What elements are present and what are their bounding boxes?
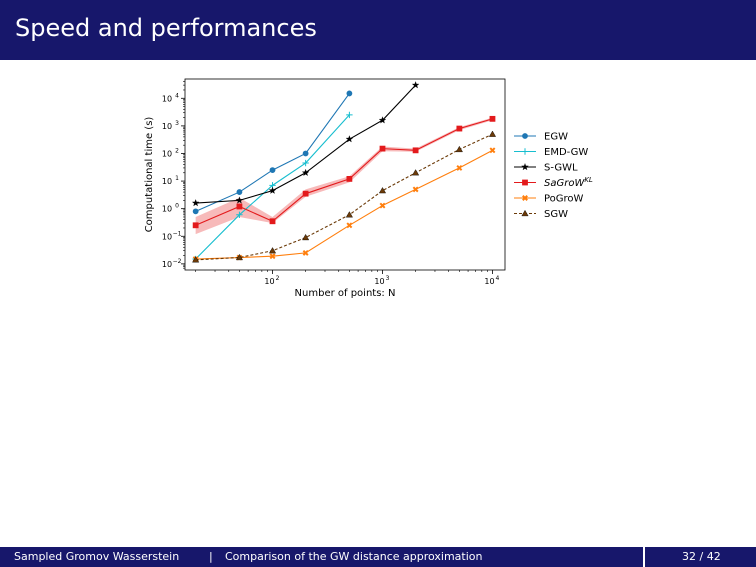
y-tick-label: 10 xyxy=(162,260,172,269)
data-point-sagrow xyxy=(489,115,496,122)
footer-presentation-title: Sampled Gromov Wasserstein xyxy=(14,550,180,563)
data-point-emd-gw xyxy=(302,159,309,167)
series-band-sagrow xyxy=(195,117,493,235)
data-point-s-gwl xyxy=(235,196,244,204)
data-point-sagrow xyxy=(302,190,309,197)
legend-label-sagrow: SaGroWKL xyxy=(544,176,593,189)
data-point-s-gwl xyxy=(345,135,354,143)
series-egw xyxy=(192,90,353,215)
series-emd-gw xyxy=(192,111,353,263)
y-tick-label: 10 xyxy=(162,149,172,158)
data-point-pogrow xyxy=(456,164,463,171)
data-point-egw xyxy=(236,189,243,195)
series-sagrow xyxy=(192,115,496,229)
y-axis-label: Computational time (s) xyxy=(144,117,155,233)
data-point-sgw xyxy=(268,247,277,254)
legend-marker-s-gwl xyxy=(521,163,529,171)
legend-label-superscript: KL xyxy=(584,176,593,184)
data-point-sagrow xyxy=(456,125,463,132)
y-tick-label-exponent: 1 xyxy=(175,175,179,182)
legend-marker-pogrow xyxy=(522,195,528,201)
x-tick-label: 10 xyxy=(374,277,384,286)
y-tick-label-exponent: 0 xyxy=(175,203,179,210)
legend-label-egw: EGW xyxy=(544,132,568,143)
legend-label-pogrow: PoGroW xyxy=(544,194,584,205)
data-point-egw xyxy=(346,90,353,97)
data-point-emd-gw xyxy=(236,211,243,219)
legend-label-emd-gw: EMD-GW xyxy=(544,147,588,158)
y-tick-label-exponent: 3 xyxy=(175,120,179,127)
footer-left-bar: Sampled Gromov Wasserstein | Comparison … xyxy=(0,547,645,567)
data-point-sgw xyxy=(455,145,463,153)
y-tick-label-exponent: 2 xyxy=(175,147,179,154)
footer-page-number: 32 / 42 xyxy=(682,550,721,563)
legend-label-s-gwl: S-GWL xyxy=(544,163,578,174)
x-tick-label: 10 xyxy=(484,277,494,286)
y-tick-label: 10 xyxy=(162,232,172,241)
data-point-sagrow xyxy=(269,218,276,225)
data-point-s-gwl xyxy=(191,199,200,207)
slide-title-bar: Speed and performances xyxy=(0,0,756,60)
data-point-sagrow xyxy=(379,145,386,152)
footer-divider xyxy=(643,547,645,567)
footer-section-title: Comparison of the GW distance approximat… xyxy=(225,550,483,563)
legend-marker-emd-gw xyxy=(521,148,529,155)
series-s-gwl xyxy=(191,81,420,207)
data-point-sgw xyxy=(488,130,497,137)
x-tick-label-exponent: 3 xyxy=(386,275,390,282)
data-point-pogrow xyxy=(346,222,353,229)
plot-frame xyxy=(184,78,506,271)
data-point-sagrow xyxy=(236,203,243,210)
x-tick-label: 10 xyxy=(264,277,274,286)
data-point-emd-gw xyxy=(346,111,353,119)
data-point-pogrow xyxy=(302,249,309,256)
chart-container: 10 2 10 3 10 4 10 −2 10 −1 10 0 10 1 10 2 10 3 10 4 Number o… xyxy=(140,74,620,304)
y-tick-label: 10 xyxy=(162,94,172,103)
data-point-s-gwl xyxy=(301,168,310,176)
series-sgw xyxy=(192,130,497,263)
data-point-pogrow xyxy=(269,253,276,260)
data-point-pogrow xyxy=(412,186,419,193)
legend-marker-sgw xyxy=(521,209,529,217)
data-point-s-gwl xyxy=(378,116,387,124)
footer-right-bar: 32 / 42 xyxy=(645,547,756,567)
data-point-sgw xyxy=(378,187,387,194)
data-point-sgw xyxy=(345,211,353,218)
y-tick-label: 10 xyxy=(162,122,172,131)
data-point-sagrow xyxy=(346,175,353,182)
y-tick-label-exponent: −1 xyxy=(173,230,182,237)
slide-footer: Sampled Gromov Wasserstein | Comparison … xyxy=(0,547,756,567)
data-point-sgw xyxy=(412,169,420,176)
data-point-s-gwl xyxy=(268,186,277,194)
data-point-sgw xyxy=(192,256,200,263)
legend-label-sgw: SGW xyxy=(544,209,568,220)
x-axis-label: Number of points: N xyxy=(295,288,396,299)
footer-separator: | xyxy=(209,550,213,563)
data-point-egw xyxy=(269,167,276,174)
y-tick-label: 10 xyxy=(162,205,172,214)
x-tick-label-exponent: 4 xyxy=(496,275,500,282)
data-point-pogrow xyxy=(379,202,386,209)
legend-marker-egw xyxy=(522,133,528,139)
y-tick-label: 10 xyxy=(162,177,172,186)
data-point-egw xyxy=(192,208,199,215)
data-point-sagrow xyxy=(192,222,199,229)
data-point-sgw xyxy=(235,253,243,261)
data-point-egw xyxy=(302,150,309,157)
y-tick-label-exponent: −2 xyxy=(173,258,182,265)
data-point-sgw xyxy=(302,233,310,241)
data-point-sagrow xyxy=(412,147,419,154)
legend-marker-sagrow xyxy=(522,179,528,186)
data-point-pogrow xyxy=(489,147,496,154)
data-point-s-gwl xyxy=(411,81,420,89)
slide-title: Speed and performances xyxy=(15,14,317,42)
x-tick-label-exponent: 2 xyxy=(276,275,280,282)
y-tick-label-exponent: 4 xyxy=(175,92,179,99)
